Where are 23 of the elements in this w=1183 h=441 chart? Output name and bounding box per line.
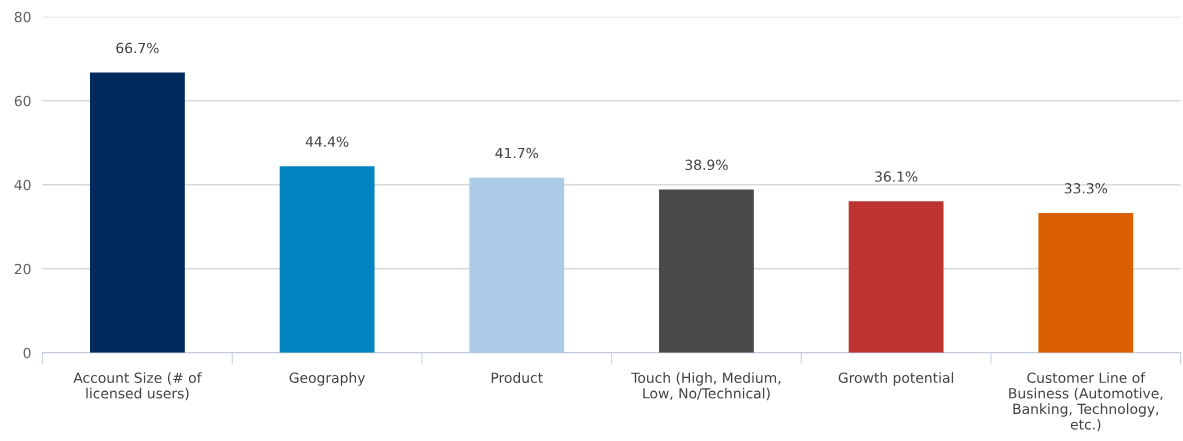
- x-tick-label: Product: [491, 372, 543, 383]
- data-label: 44.4%: [305, 136, 349, 147]
- data-label: 36.1%: [875, 171, 918, 182]
- y-tick-label: 80: [14, 11, 31, 23]
- x-tick-label: Customer Line of Business (Automotive, Banking, Technology, etc.): [1009, 372, 1163, 432]
- bar: [90, 72, 185, 353]
- x-tick-label: Account Size (# of licensed users): [73, 372, 202, 401]
- data-label: 41.7%: [495, 147, 539, 159]
- data-label: 38.9%: [685, 159, 728, 171]
- bar: [848, 201, 944, 353]
- x-tick-label: Touch (High, Medium, Low, No/Technical): [631, 372, 781, 401]
- x-tick-label: Growth potential: [838, 372, 954, 386]
- x-tick-label: Geography: [289, 372, 366, 386]
- data-label: 66.7%: [116, 42, 159, 54]
- y-tick-label: 60: [14, 95, 31, 107]
- y-tick-label: 20: [14, 263, 31, 275]
- bar: [469, 177, 565, 353]
- bar: [279, 166, 375, 353]
- bar: [1038, 212, 1134, 353]
- data-label: 33.3%: [1064, 183, 1108, 194]
- bar: [659, 189, 754, 353]
- y-tick-label: 40: [14, 179, 31, 191]
- y-tick-label: 0: [23, 347, 31, 359]
